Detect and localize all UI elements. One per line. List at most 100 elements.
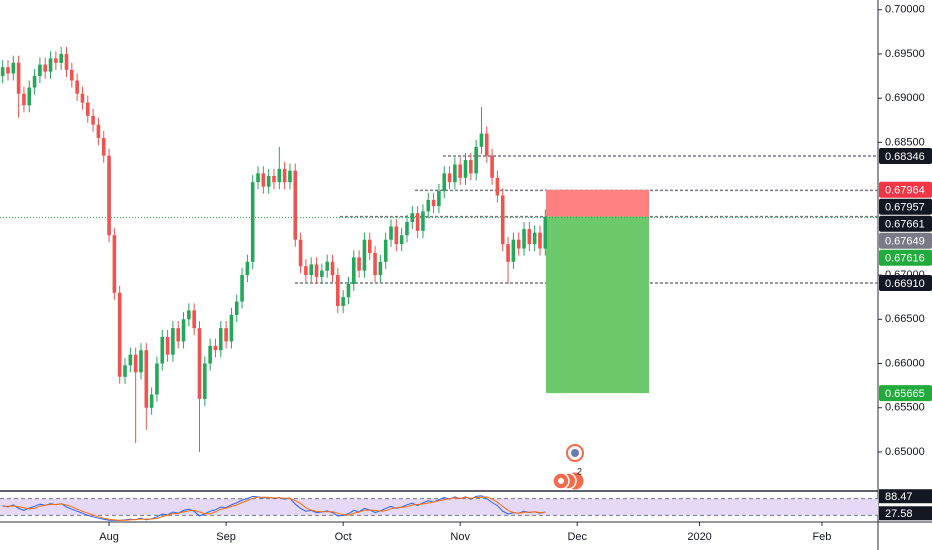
- candle-body: [107, 155, 111, 236]
- candle-body: [197, 328, 202, 399]
- candle-body: [282, 168, 287, 183]
- x-tick-label: Aug: [99, 531, 119, 543]
- candle-body: [383, 239, 388, 262]
- x-tick-label: Nov: [450, 531, 470, 543]
- y-tick-label: 0.68500: [885, 136, 925, 148]
- event-icon-dot: [558, 478, 564, 484]
- event-icons[interactable]: 2: [552, 444, 584, 490]
- candle-body: [187, 310, 191, 320]
- candle-body: [298, 239, 303, 267]
- candle-body: [123, 365, 127, 377]
- price-tag-label: 0.67964: [885, 185, 925, 197]
- indicator-tag-label: 88.47: [885, 491, 913, 503]
- candle-body: [447, 173, 452, 183]
- candle-body: [155, 363, 159, 395]
- candle-body: [543, 216, 548, 249]
- y-tick-label: 0.69000: [885, 92, 925, 104]
- candle-body: [75, 80, 79, 94]
- candle-body: [277, 168, 282, 183]
- candle-body: [112, 235, 117, 293]
- candle-body: [304, 266, 308, 276]
- x-tick-label: Sep: [216, 531, 236, 543]
- candle-body: [484, 133, 489, 156]
- candle-body: [351, 257, 356, 284]
- candle-body: [336, 275, 340, 307]
- indicator-tag: [879, 489, 932, 504]
- candle-body: [43, 64, 48, 72]
- candle-body: [85, 102, 90, 116]
- candle-body: [506, 244, 510, 262]
- candle-body: [165, 336, 170, 355]
- event-badge: 2: [577, 466, 582, 476]
- candle-body: [453, 164, 457, 183]
- candle-body: [256, 173, 260, 183]
- candle-body: [314, 264, 319, 277]
- indicator-tag: [879, 506, 932, 521]
- candle-body: [96, 124, 101, 138]
- candle-body: [101, 137, 106, 156]
- candle-body: [70, 69, 74, 81]
- y-tick-label: 0.66000: [885, 357, 925, 369]
- x-tick-label: Dec: [567, 531, 587, 543]
- candle-body: [288, 170, 292, 183]
- candle-body: [431, 199, 436, 207]
- price-tag: [879, 181, 932, 198]
- price-tag-label: 0.66910: [885, 278, 925, 290]
- candle-body: [11, 62, 16, 74]
- x-tick-label: 2020: [687, 531, 711, 543]
- price-tag: [879, 385, 932, 402]
- candle-body: [240, 275, 244, 302]
- candle-body: [469, 160, 473, 174]
- candle-body: [415, 213, 420, 231]
- price-tag-label: 0.68346: [885, 151, 925, 163]
- candle-body: [538, 232, 542, 249]
- price-tag-label: 0.65665: [885, 388, 925, 400]
- candle-body: [245, 261, 250, 276]
- y-tick-label: 0.70000: [885, 4, 925, 16]
- candle-body: [27, 87, 32, 106]
- candle-body: [133, 354, 138, 373]
- x-tick-label: Feb: [812, 531, 831, 543]
- candle-body: [16, 62, 21, 94]
- candle-body: [192, 310, 196, 329]
- candle-body: [91, 115, 95, 125]
- candle-body: [250, 182, 255, 262]
- candle-body: [463, 160, 468, 178]
- price-tag-label: 0.67649: [885, 236, 925, 248]
- y-tick-label: 0.69500: [885, 48, 925, 60]
- candle-body: [522, 229, 526, 249]
- price-tag-label: 0.67616: [885, 253, 925, 265]
- indicator-line: [2, 496, 546, 521]
- candle-body: [22, 93, 26, 106]
- candle-body: [229, 314, 234, 342]
- candle-body: [405, 222, 409, 236]
- candle-body: [59, 53, 63, 63]
- price-tag: [879, 249, 932, 266]
- candle-body: [203, 363, 207, 399]
- candle-body: [325, 261, 329, 271]
- candle-body: [54, 58, 58, 63]
- candle-body: [516, 239, 521, 249]
- candle-body: [479, 133, 484, 147]
- candle-body: [80, 93, 85, 103]
- indicator-line: [2, 495, 546, 521]
- y-tick-label: 0.65000: [885, 446, 925, 458]
- main-pane: [0, 46, 878, 452]
- price-tag: [879, 148, 932, 165]
- candle-body: [234, 301, 239, 315]
- candle-body: [149, 394, 154, 408]
- candle-body: [171, 328, 175, 355]
- candle-body: [224, 328, 228, 342]
- candle-body: [6, 67, 10, 74]
- candle-body: [293, 170, 298, 240]
- event-icon-dot: [571, 449, 579, 457]
- candle-body: [144, 350, 149, 408]
- stop-zone: [546, 189, 649, 217]
- candle-body: [346, 283, 351, 298]
- price-tag: [879, 275, 932, 292]
- candle-body: [208, 345, 212, 364]
- candle-body: [511, 239, 516, 262]
- candle-body: [160, 336, 165, 364]
